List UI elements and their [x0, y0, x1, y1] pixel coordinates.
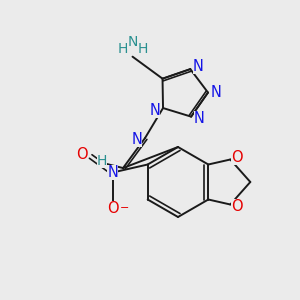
Text: H: H	[137, 42, 148, 56]
Text: O: O	[107, 201, 118, 216]
Text: O: O	[232, 150, 243, 165]
Text: N: N	[194, 111, 205, 126]
Text: N: N	[132, 131, 142, 146]
Text: H: H	[97, 154, 107, 168]
Text: N: N	[150, 103, 160, 118]
Text: N: N	[107, 165, 118, 180]
Text: N: N	[127, 35, 138, 49]
Text: O: O	[76, 147, 88, 162]
Text: N: N	[211, 85, 221, 100]
Text: N: N	[193, 58, 204, 74]
Text: O: O	[232, 199, 243, 214]
Text: H: H	[117, 42, 128, 56]
Text: −: −	[120, 203, 129, 214]
